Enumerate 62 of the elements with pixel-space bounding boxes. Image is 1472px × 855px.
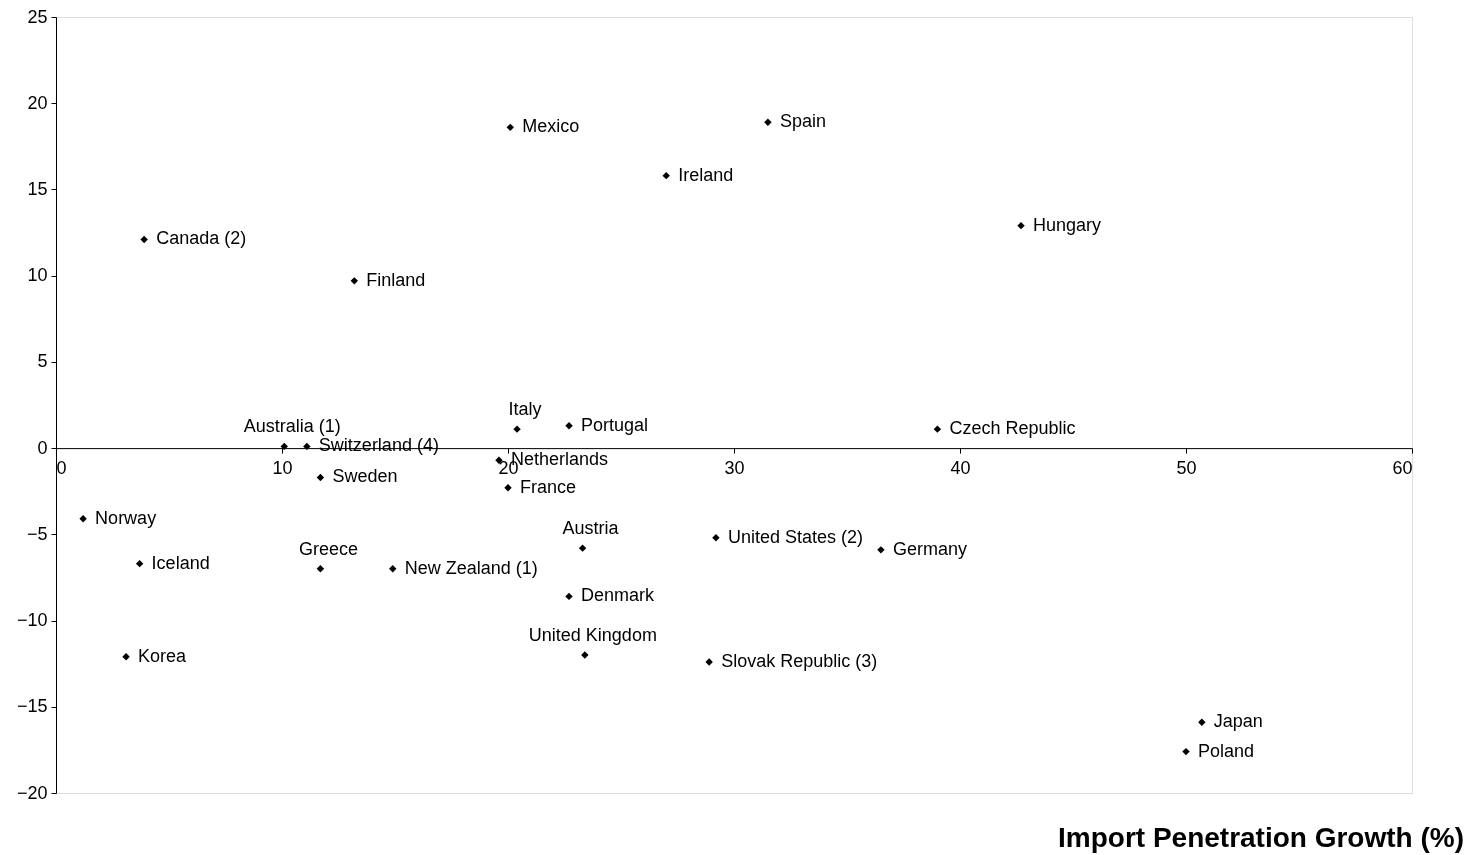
- annotation: Korea: [138, 645, 188, 666]
- point: [1198, 718, 1206, 727]
- point: [933, 425, 942, 433]
- point: [712, 534, 720, 542]
- x-tick-label: 30: [724, 457, 745, 478]
- y-tick-label: 15: [27, 178, 48, 199]
- y-tick-label: 0: [37, 437, 48, 458]
- y-tick-label: 5: [37, 351, 48, 372]
- annotation: Sweden: [332, 466, 398, 487]
- point: [316, 473, 325, 482]
- point: [350, 277, 359, 285]
- annotation: Japan: [1213, 711, 1263, 732]
- annotation: Denmark: [581, 585, 656, 606]
- annotation: Poland: [1198, 740, 1255, 761]
- annotation: Iceland: [151, 552, 210, 573]
- annotation: United Kingdom: [528, 625, 657, 646]
- point: [79, 515, 87, 523]
- point: [316, 565, 325, 573]
- point: [662, 171, 670, 180]
- y-tick-label: 10: [27, 265, 48, 286]
- point: [303, 442, 311, 451]
- point: [565, 421, 573, 430]
- annotation: Hungary: [1033, 214, 1102, 235]
- annotation: Czech Republic: [949, 418, 1076, 439]
- point: [1017, 221, 1025, 230]
- point: [1182, 747, 1190, 756]
- y-tick-label: 25: [27, 6, 48, 27]
- x-axis-title: Import Penetration Growth (%): [1058, 822, 1464, 853]
- y-tick-label: −20: [16, 782, 48, 803]
- annotation: Germany: [892, 538, 967, 559]
- annotation: Italy: [508, 399, 542, 420]
- annotation: Portugal: [581, 414, 649, 435]
- annotation: Canada (2): [156, 228, 247, 249]
- annotation: Spain: [779, 111, 826, 132]
- point: [389, 565, 397, 573]
- point: [280, 442, 288, 451]
- x-tick-label: 0: [56, 457, 67, 478]
- point: [135, 559, 144, 568]
- y-tick-label: −15: [16, 696, 48, 717]
- annotation: Mexico: [522, 116, 580, 137]
- annotation: New Zealand (1): [404, 557, 538, 578]
- x-tick-label: 10: [272, 457, 293, 478]
- annotation: Australia (1): [243, 416, 341, 437]
- annotation: Norway: [95, 507, 157, 528]
- annotation: Austria: [562, 518, 620, 539]
- point: [122, 653, 130, 661]
- y-tick-label: 20: [27, 92, 48, 113]
- annotation: Finland: [366, 269, 426, 290]
- point: [506, 123, 514, 132]
- point: [578, 544, 587, 552]
- annotation: Ireland: [678, 164, 734, 185]
- y-tick-label: −10: [16, 610, 48, 631]
- point: [140, 235, 148, 244]
- annotation: Greece: [298, 538, 358, 559]
- y-tick-label: −5: [26, 523, 48, 544]
- point: [565, 592, 573, 601]
- x-tick-label: 50: [1176, 457, 1197, 478]
- annotation: France: [520, 476, 577, 497]
- annotation: United States (2): [727, 526, 863, 547]
- annotation: Slovak Republic (3): [721, 650, 878, 671]
- x-tick-label: 60: [1392, 457, 1413, 478]
- x-tick-label: 40: [950, 457, 971, 478]
